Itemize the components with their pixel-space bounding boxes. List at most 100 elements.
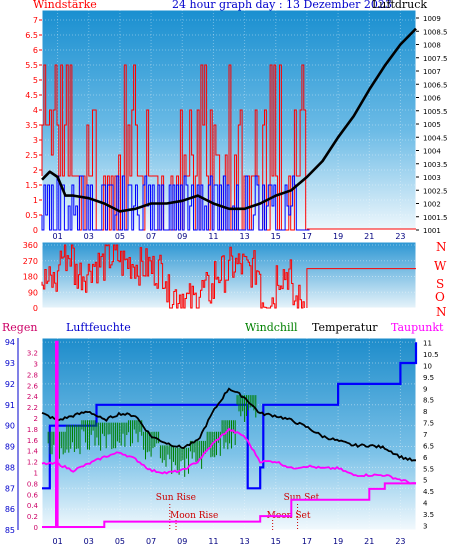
rain-tick-label: 1.4 (27, 448, 39, 456)
windchill-line (47, 395, 257, 477)
humidity-tick-label: 88 (5, 463, 15, 472)
direction-tick-label: 90 (28, 288, 38, 297)
temperature-tick-label: 5.5 (423, 465, 434, 473)
temperature-tick-label: 7 (423, 431, 427, 439)
direction-tick-label: 0 (33, 304, 38, 313)
rain-tick-label: 0 (34, 524, 38, 532)
temperature-tick-label: 9 (423, 385, 427, 393)
sun-rise-label: Sun Rise (156, 493, 196, 503)
pressure-tick-label: 1003.5 (423, 161, 448, 169)
wind-tick-label: 3.5 (25, 121, 38, 130)
temperature-tick-label: 10.5 (423, 351, 439, 359)
pressure-tick-label: 1001.5 (423, 214, 448, 222)
graph-title: 24 hour graph day : 13 Dezember 2023 (172, 0, 392, 11)
time-tick-label: 07 (146, 232, 156, 241)
temperature-tick-label: 3 (423, 522, 427, 530)
wind-direction-line (41, 244, 305, 309)
time-tick-label: 21 (364, 537, 374, 546)
moon-rise-label: Moon Rise (170, 511, 218, 521)
temperature-tick-label: 7.5 (423, 420, 434, 428)
wind-tick-label: 6 (33, 46, 38, 55)
pressure-tick-label: 1005 (423, 121, 441, 129)
temperature-tick-label: 8.5 (423, 397, 434, 405)
wind-gust-line (41, 64, 310, 231)
humidity-tick-label: 94 (5, 338, 15, 347)
time-tick-label: 13 (239, 537, 249, 546)
direction-tick-label: 360 (23, 241, 38, 250)
rain-tick-label: 0.4 (27, 502, 39, 510)
time-tick-label: 07 (146, 537, 156, 546)
humidity-tick-label: 85 (5, 526, 15, 535)
wind-tick-label: 0 (33, 226, 38, 235)
temperature-tick-label: 6 (423, 454, 428, 462)
pressure-tick-label: 1001 (423, 227, 441, 235)
temperature-tick-label: 8 (423, 408, 427, 416)
wind-speed-series (41, 64, 416, 231)
rain-tick-label: 1 (34, 470, 38, 478)
wind-tick-label: 2.5 (25, 151, 38, 160)
pressure-axis-ticks: 1001 1001.5 1002 1002.5 1003 1003.5 1004 1004.5… (416, 15, 448, 235)
pressure-tick-label: 1007 (423, 68, 441, 76)
time-tick-label: 11 (208, 232, 218, 241)
humidity-axis-ticks: 85 86 87 88 89 90 91 92 93 94 (5, 338, 19, 535)
wind-tick-label: 5.5 (25, 61, 38, 70)
rain-axis-ticks: 0 0.2 0.4 0.6 0.8 1 1.2 1.4 1.6 1.8 2 2.2 2.4 2.6 2.8 3… (27, 350, 39, 532)
wind-tick-label: 3 (33, 136, 38, 145)
compass-north-top: N (436, 240, 447, 254)
temperature-tick-label: 4.5 (423, 488, 434, 496)
wind-tick-label: 7 (33, 16, 38, 25)
pressure-tick-label: 1009 (423, 15, 441, 23)
direction-tick-label: 180 (23, 273, 38, 282)
rain-line (42, 340, 416, 528)
humidity-tick-label: 89 (5, 443, 15, 452)
time-tick-label: 03 (84, 537, 94, 546)
climate-time-axis-ticks: 01 03 05 07 09 11 13 15 17 19 21 23 (52, 537, 405, 546)
time-tick-label: 19 (333, 232, 343, 241)
climate-series (41, 340, 418, 528)
rain-tick-label: 2.4 (27, 393, 39, 401)
time-tick-label: 05 (115, 537, 125, 546)
compass-labels: N W S O N (434, 240, 447, 319)
legend-temperature: Temperatur (312, 321, 378, 334)
compass-south: S (436, 277, 444, 291)
pressure-tick-label: 1004 (423, 148, 441, 156)
time-tick-label: 03 (84, 232, 94, 241)
rain-tick-label: 1.6 (27, 437, 39, 445)
time-tick-label: 17 (302, 232, 312, 241)
pressure-tick-label: 1006.5 (423, 81, 448, 89)
time-tick-label: 13 (239, 232, 249, 241)
time-tick-label: 21 (364, 232, 374, 241)
time-tick-label: 23 (395, 537, 405, 546)
legend-windchill: Windchill (245, 321, 298, 334)
temperature-tick-label: 10 (423, 362, 432, 370)
direction-tick-label: 270 (23, 257, 38, 266)
compass-east: O (435, 290, 445, 304)
rain-tick-label: 2.2 (27, 404, 38, 412)
sun-set-label: Sun Set (284, 493, 320, 503)
wind-tick-label: 6.5 (25, 31, 38, 40)
humidity-tick-label: 87 (5, 484, 15, 493)
time-tick-label: 17 (302, 537, 312, 546)
pressure-line (41, 27, 417, 213)
rain-tick-label: 0.8 (27, 480, 38, 488)
temperature-tick-label: 4 (423, 500, 428, 508)
wind-direction-series (41, 244, 416, 309)
pressure-tick-label: 1004.5 (423, 134, 448, 142)
pressure-tick-label: 1002.5 (423, 187, 448, 195)
pressure-series (41, 27, 417, 213)
pressure-tick-label: 1002 (423, 201, 441, 209)
rain-tick-label: 2.8 (27, 371, 38, 379)
humidity-tick-label: 91 (5, 401, 15, 410)
compass-north-bottom: N (436, 305, 447, 319)
rain-tick-label: 3.2 (27, 350, 38, 358)
pressure-tick-label: 1008.5 (423, 28, 448, 36)
rain-tick-label: 2 (34, 415, 38, 423)
time-tick-label: 15 (271, 537, 281, 546)
legend-rain: Regen (2, 321, 37, 334)
temperature-line (41, 387, 417, 462)
wind-tick-label: 1 (33, 196, 38, 205)
humidity-tick-label: 93 (5, 359, 15, 368)
temperature-tick-label: 5 (423, 477, 427, 485)
wind-axis-ticks: 0.5 1 1.5 2 2.5 3 3.5 4 4.5 5 5.5 6 6.5 7 0 (25, 16, 42, 235)
